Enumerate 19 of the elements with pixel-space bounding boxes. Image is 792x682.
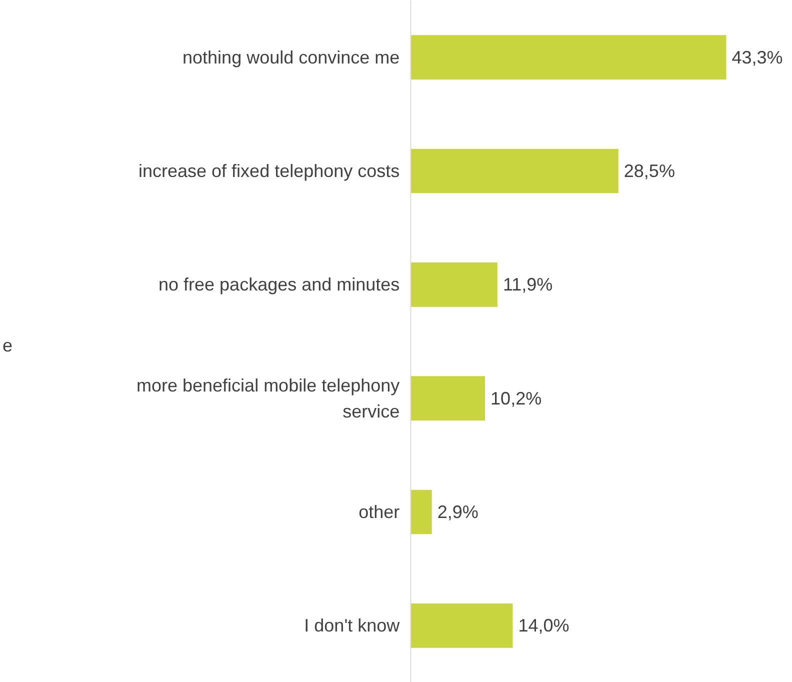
bar <box>410 35 726 80</box>
y-tick-label: I don't know <box>304 616 401 636</box>
text: e <box>2 336 13 356</box>
y-tick-label: nothing would convince me <box>182 47 400 68</box>
data-label: 11,9% <box>502 274 553 295</box>
data-label: 2,9% <box>437 502 478 522</box>
data-label: 28,5% <box>624 161 675 181</box>
y-tick-label: no free packages and minutes <box>158 274 400 295</box>
y-tick-label: increase of fixed telephony costs <box>138 161 400 181</box>
data-label: 43,3% <box>732 47 783 68</box>
data-label: 14,0% <box>518 616 570 636</box>
y-tick-label: other <box>358 502 400 522</box>
bar <box>410 376 486 420</box>
bar <box>410 604 513 648</box>
bar <box>410 490 432 534</box>
bar <box>410 148 618 194</box>
y-tick-label: more beneficial mobile telephony service <box>136 375 400 422</box>
data-label: 10,2% <box>490 388 542 408</box>
bar <box>410 262 498 307</box>
